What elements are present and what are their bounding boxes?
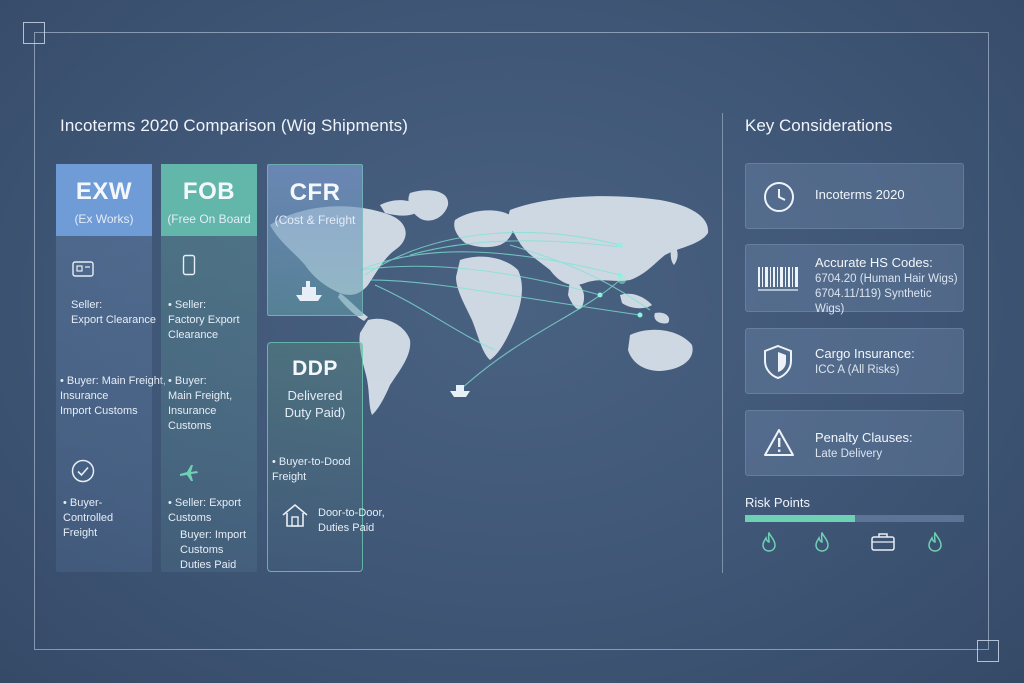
column-fob: FOB (Free On Board	[161, 164, 257, 572]
column-ddp-header: DDP Delivered Duty Paid)	[268, 343, 362, 421]
fob-seller2-text: • Seller: Export Customs	[168, 497, 241, 524]
clock-icon	[764, 182, 794, 212]
risk-progress-fill	[745, 515, 855, 522]
card-insurance-line-1: ICC A (All Risks)	[815, 364, 900, 376]
airplane-icon	[180, 465, 198, 481]
card-hs-codes: Accurate HS Codes: 6704.20 (Human Hair W…	[745, 244, 964, 315]
card-cargo-insurance: Cargo Insurance: ICC A (All Risks)	[745, 328, 964, 394]
column-exw-subtitle: (Ex Works)	[74, 212, 134, 226]
card-incoterms: Incoterms 2020	[745, 163, 964, 229]
fob-seller-label: Seller: Factory Export Clearance	[168, 299, 240, 341]
exw-buyer-label: Buyer: Main Freight, Insurance Import Cu…	[60, 375, 166, 417]
column-exw-header: EXW (Ex Works)	[56, 164, 152, 236]
exw-controlled-text: • Buyer- Controlled Freight	[63, 497, 114, 539]
column-ddp-code: DDP	[292, 357, 338, 380]
column-fob-subtitle: (Free On Board	[167, 212, 251, 226]
fob-seller2-label: Seller: Export Customs	[168, 497, 241, 524]
card-hs-heading: Accurate HS Codes:	[815, 255, 933, 270]
column-cfr-code: CFR	[289, 179, 341, 206]
house-icon	[282, 503, 308, 527]
flame-icon	[815, 532, 829, 552]
flame-icon	[928, 532, 942, 552]
column-exw-code: EXW	[75, 178, 133, 205]
column-exw: EXW (Ex Works)	[56, 164, 152, 572]
risk-points-label: Risk Points	[745, 495, 811, 510]
ddp-buyer-label: Buyer-to-Dood Freight	[272, 456, 351, 483]
card-hs-line-1: 6704.20 (Human Hair Wigs)	[815, 273, 958, 285]
barcode-icon	[758, 267, 798, 291]
corner-marker-top-left	[23, 22, 45, 44]
document-icon	[182, 254, 196, 276]
warning-icon	[764, 429, 794, 456]
fob-buyer2-text: Buyer: Import Customs Duties Paid	[180, 529, 247, 571]
id-card-icon	[72, 261, 94, 277]
column-ddp-subtitle: Delivered Duty Paid)	[284, 388, 346, 420]
world-map	[270, 190, 709, 415]
exw-buyer-text: • Buyer: Main Freight, Insurance Import …	[60, 375, 166, 417]
section-divider	[722, 113, 723, 573]
card-penalty-line-1: Late Delivery	[815, 448, 883, 460]
briefcase-icon	[871, 533, 895, 551]
corner-marker-bottom-right	[977, 640, 999, 662]
card-insurance-heading: Cargo Insurance:	[815, 346, 915, 361]
page-title: Incoterms 2020 Comparison (Wig Shipments…	[60, 116, 409, 135]
column-fob-code: FOB	[182, 178, 236, 205]
fob-buyer-text: • Buyer: Main Freight, Insurance Customs	[168, 375, 233, 432]
exw-seller-text: Seller: Export Clearance	[71, 299, 156, 326]
risk-progress-track	[745, 515, 964, 522]
card-penalty-heading: Penalty Clauses:	[815, 430, 913, 445]
column-ddp: DDP Delivered Duty Paid)	[267, 342, 363, 572]
column-cfr-header: CFR (Cost & Freight	[268, 165, 362, 237]
fob-buyer-label: Buyer: Main Freight, Insurance Customs	[168, 375, 233, 432]
outer-frame	[34, 32, 989, 650]
ddp-buyer-text: • Buyer-to-Dood Freight	[272, 456, 351, 483]
fob-seller-text: • Seller: Factory Export Clearance	[168, 299, 240, 341]
card-penalty-clauses: Penalty Clauses: Late Delivery	[745, 410, 964, 476]
column-cfr-subtitle: (Cost & Freight	[274, 213, 356, 227]
key-considerations-title: Key Considerations	[745, 116, 893, 135]
ddp-door-text: Door-to-Door, Duties Paid	[318, 507, 385, 534]
column-fob-header: FOB (Free On Board	[161, 164, 257, 236]
cargo-ship-icon	[296, 281, 322, 301]
card-hs-line-2: 6704.11/119) Synthetic Wigs)	[815, 288, 932, 315]
flame-icon	[762, 532, 776, 552]
check-circle-icon	[71, 459, 95, 483]
card-incoterms-heading: Incoterms 2020	[815, 187, 905, 202]
shield-icon	[764, 344, 792, 380]
exw-controlled-label: Buyer- Controlled Freight	[63, 497, 114, 539]
